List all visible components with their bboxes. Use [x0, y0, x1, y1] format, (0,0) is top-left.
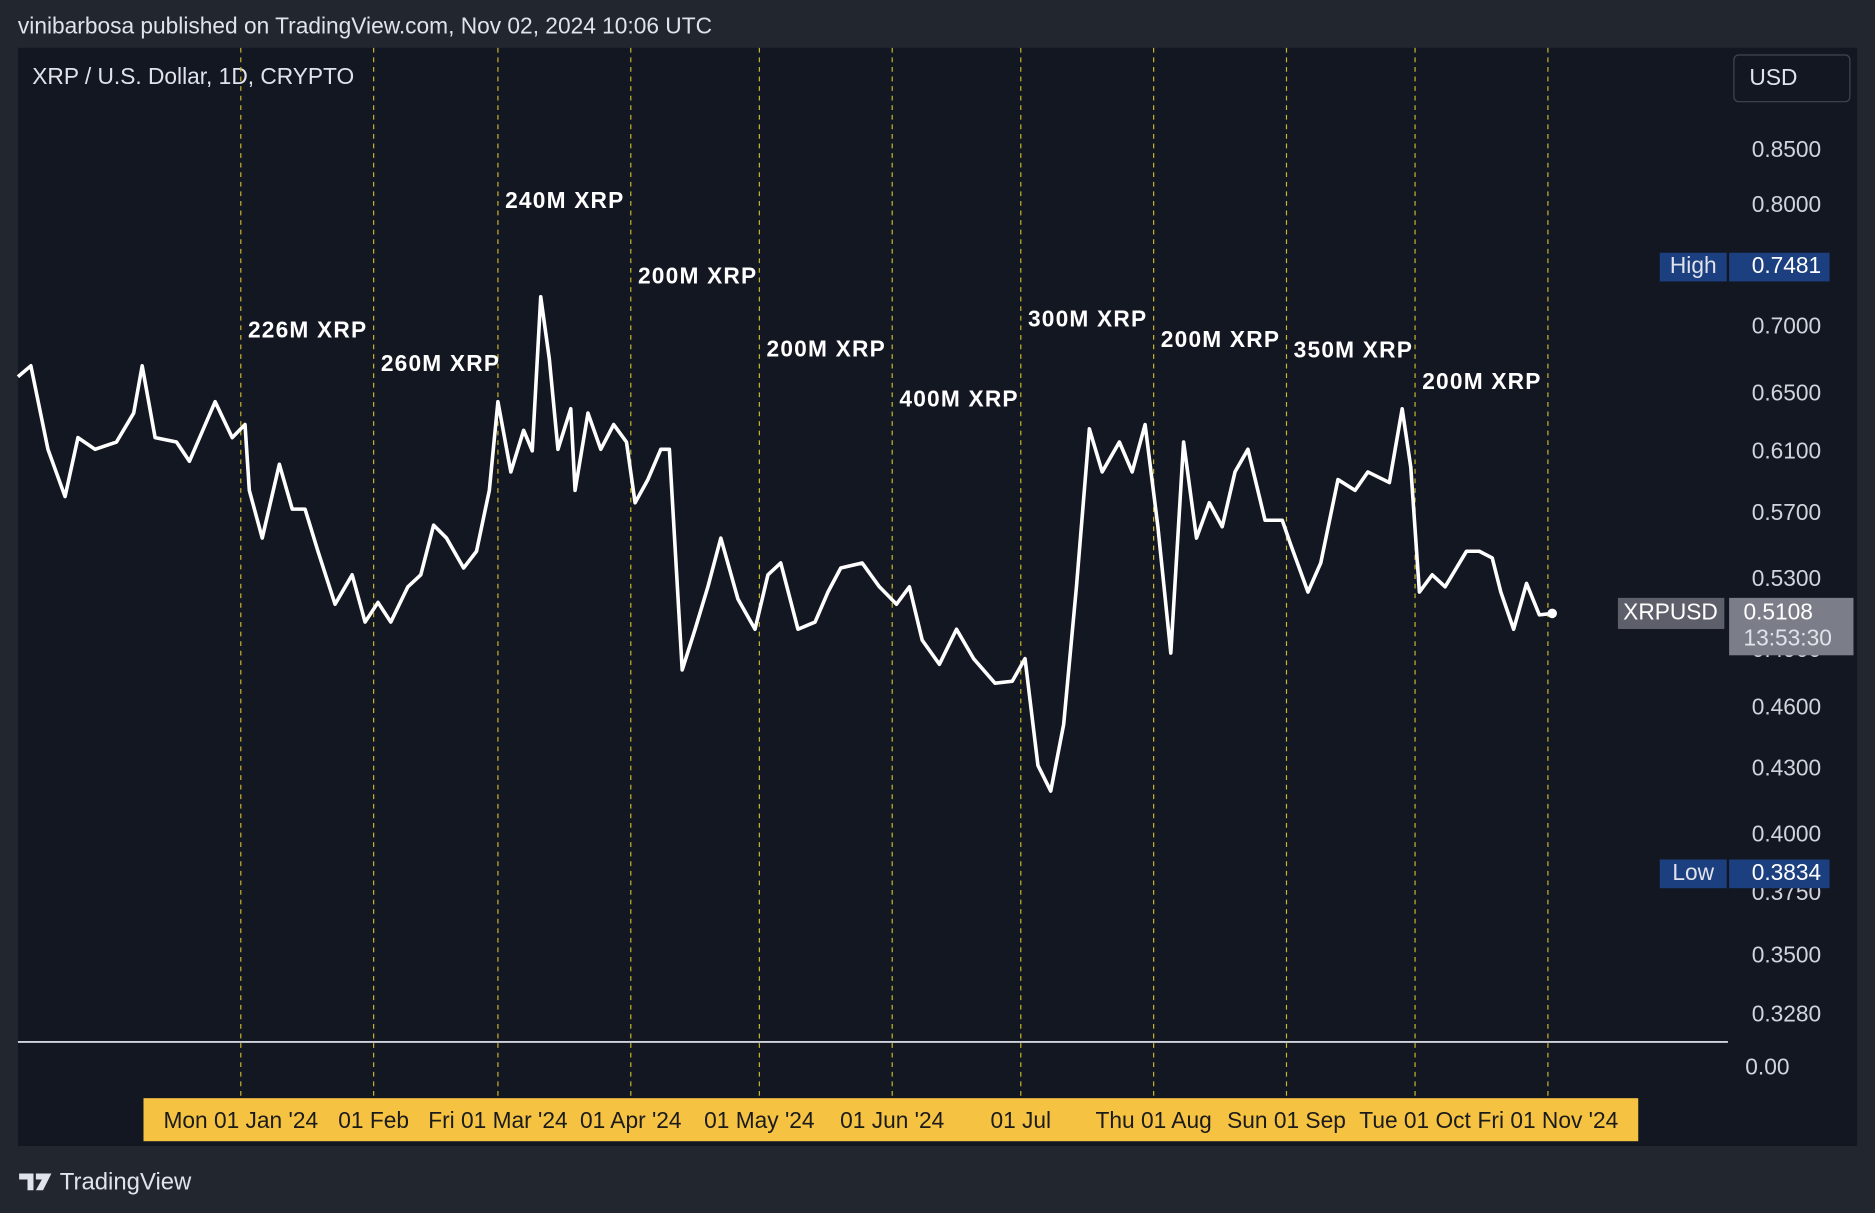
x-tick-label: 01 Jun '24 — [840, 1107, 944, 1133]
x-tick-label: 01 Jul — [990, 1107, 1051, 1133]
annotation: 240M XRP — [505, 187, 624, 213]
marker-label: Low — [1672, 859, 1714, 885]
brand: TradingView — [19, 1168, 192, 1195]
symbol-name: XRPUSD — [1623, 598, 1718, 624]
annotation: 200M XRP — [767, 335, 886, 361]
currency-label[interactable]: USD — [1749, 64, 1797, 90]
y-tick-label: 0.6100 — [1752, 437, 1821, 463]
chart-title: XRP / U.S. Dollar, 1D, CRYPTO — [32, 63, 354, 89]
marker-value: 0.7481 — [1752, 252, 1821, 278]
y-tick-label: 0.7000 — [1752, 312, 1821, 338]
y-tick-label: 0.5300 — [1752, 565, 1821, 591]
last-price: 0.5108 — [1743, 598, 1812, 624]
annotation: 200M XRP — [638, 263, 757, 289]
y-tick-label: 0.8000 — [1752, 191, 1821, 217]
annotation: 200M XRP — [1422, 368, 1541, 394]
y-tick-label: 0.4000 — [1752, 820, 1821, 846]
y-tick-label: 0.8500 — [1752, 136, 1821, 162]
x-tick-label: 01 May '24 — [704, 1107, 814, 1133]
x-tick-label: Sun 01 Sep — [1227, 1107, 1346, 1133]
countdown: 13:53:30 — [1743, 625, 1831, 651]
annotation: 260M XRP — [381, 350, 500, 376]
annotation: 300M XRP — [1028, 306, 1147, 332]
x-tick-label: Fri 01 Mar '24 — [428, 1107, 567, 1133]
marker-value-box — [1729, 252, 1830, 282]
last-price-box — [1729, 597, 1854, 656]
price-line — [16, 294, 1553, 793]
annotation: 200M XRP — [1161, 326, 1280, 352]
price-marker: Low 0.3834 — [1659, 859, 1830, 889]
annotation: 400M XRP — [899, 386, 1018, 412]
marker-label-box — [1659, 859, 1727, 889]
publisher-line: vinibarbosa published on TradingView.com… — [18, 13, 712, 39]
x-tick-label: Tue 01 Oct — [1359, 1107, 1471, 1133]
brand-logo — [19, 1173, 52, 1191]
x-tick-label: 01 Apr '24 — [580, 1107, 682, 1133]
x-tick-label: Fri 01 Nov '24 — [1478, 1107, 1619, 1133]
chart-panel — [17, 47, 1858, 1147]
marker-label-box — [1659, 252, 1727, 282]
annotation: 226M XRP — [248, 316, 367, 342]
x-tick-label: Thu 01 Aug — [1096, 1107, 1212, 1133]
y-tick-label: 0.3500 — [1752, 942, 1821, 968]
last-point — [1547, 608, 1557, 619]
marker-value: 0.3834 — [1752, 859, 1821, 885]
marker-label: High — [1670, 252, 1717, 278]
x-tick-label: 01 Feb — [338, 1107, 409, 1133]
marker-value-box — [1729, 859, 1830, 889]
volume-tick-label: 0.00 — [1745, 1053, 1789, 1079]
y-tick-label: 0.4600 — [1752, 694, 1821, 720]
price-marker: High 0.7481 — [1659, 252, 1830, 282]
y-tick-label: 0.3280 — [1752, 1000, 1821, 1026]
symbol-badge — [1617, 597, 1725, 629]
currency-button[interactable] — [1733, 54, 1851, 103]
brand-name: TradingView — [60, 1168, 192, 1195]
y-tick-label: 0.6500 — [1752, 380, 1821, 406]
annotation: 350M XRP — [1294, 337, 1413, 363]
y-tick-label: 0.4300 — [1752, 755, 1821, 781]
x-axis-strip — [143, 1098, 1639, 1142]
x-tick-label: Mon 01 Jan '24 — [163, 1107, 318, 1133]
y-tick-label: 0.5700 — [1752, 499, 1821, 525]
